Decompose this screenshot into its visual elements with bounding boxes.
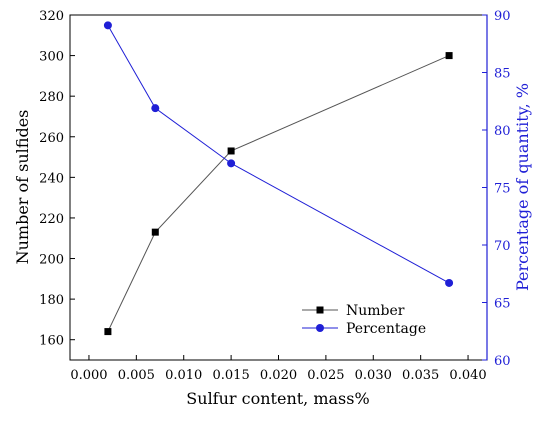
number-point — [445, 52, 453, 60]
x-tick-label: 0.040 — [449, 368, 486, 383]
x-tick-label: 0.010 — [165, 368, 202, 383]
x-axis-title: Sulfur content, mass% — [186, 389, 369, 408]
x-axis-ticks: 0.000 0.005 0.010 0.015 0.020 0.025 0.030 0.035… — [70, 355, 487, 383]
x-tick-label: 0.000 — [70, 368, 107, 383]
left-y-tick-label: 300 — [39, 50, 64, 65]
left-y-tick-label: 320 — [39, 9, 64, 24]
legend-number-label: Number — [346, 303, 405, 319]
left-y-tick-label: 280 — [39, 90, 64, 105]
percentage-series-line — [107, 25, 450, 284]
right-y-tick-label: 60 — [494, 354, 511, 369]
right-y-tick-label: 75 — [494, 182, 511, 197]
right-y-axis-ticks: 60 65 70 75 80 85 90 — [482, 9, 511, 369]
left-y-tick-label: 260 — [39, 131, 64, 146]
right-y-tick-label: 80 — [494, 124, 511, 139]
left-y-tick-label: 220 — [39, 212, 64, 227]
left-y-axis-ticks: 160 180 200 220 240 260 280 300 320 — [39, 9, 75, 349]
number-point — [151, 228, 159, 236]
right-y-tick-label: 90 — [494, 9, 511, 24]
legend: Number Percentage — [302, 303, 426, 337]
left-y-tick-label: 240 — [39, 171, 64, 186]
percentage-point — [151, 104, 160, 113]
x-tick-label: 0.020 — [260, 368, 297, 383]
number-series-line — [107, 55, 450, 332]
legend-percentage-marker — [316, 324, 324, 332]
x-tick-label: 0.030 — [355, 368, 392, 383]
right-y-tick-label: 70 — [494, 239, 511, 254]
percentage-point — [227, 159, 236, 168]
right-y-tick-label: 65 — [494, 297, 511, 312]
number-point — [104, 328, 112, 336]
percentage-point — [103, 21, 112, 30]
series-layer — [103, 21, 454, 336]
right-y-axis-title: Percentage of quantity, % — [513, 83, 532, 291]
left-y-tick-label: 200 — [39, 253, 64, 268]
left-y-axis-title: Number of sulfides — [13, 110, 32, 265]
percentage-point — [445, 278, 454, 287]
legend-number-marker — [316, 306, 324, 314]
right-y-tick-label: 85 — [494, 67, 511, 82]
legend-percentage-label: Percentage — [346, 321, 426, 337]
x-tick-label: 0.025 — [307, 368, 344, 383]
x-tick-label: 0.015 — [213, 368, 250, 383]
left-y-tick-label: 180 — [39, 293, 64, 308]
x-tick-label: 0.035 — [402, 368, 439, 383]
x-tick-label: 0.005 — [118, 368, 155, 383]
number-point — [227, 147, 235, 155]
left-y-tick-label: 160 — [39, 334, 64, 349]
